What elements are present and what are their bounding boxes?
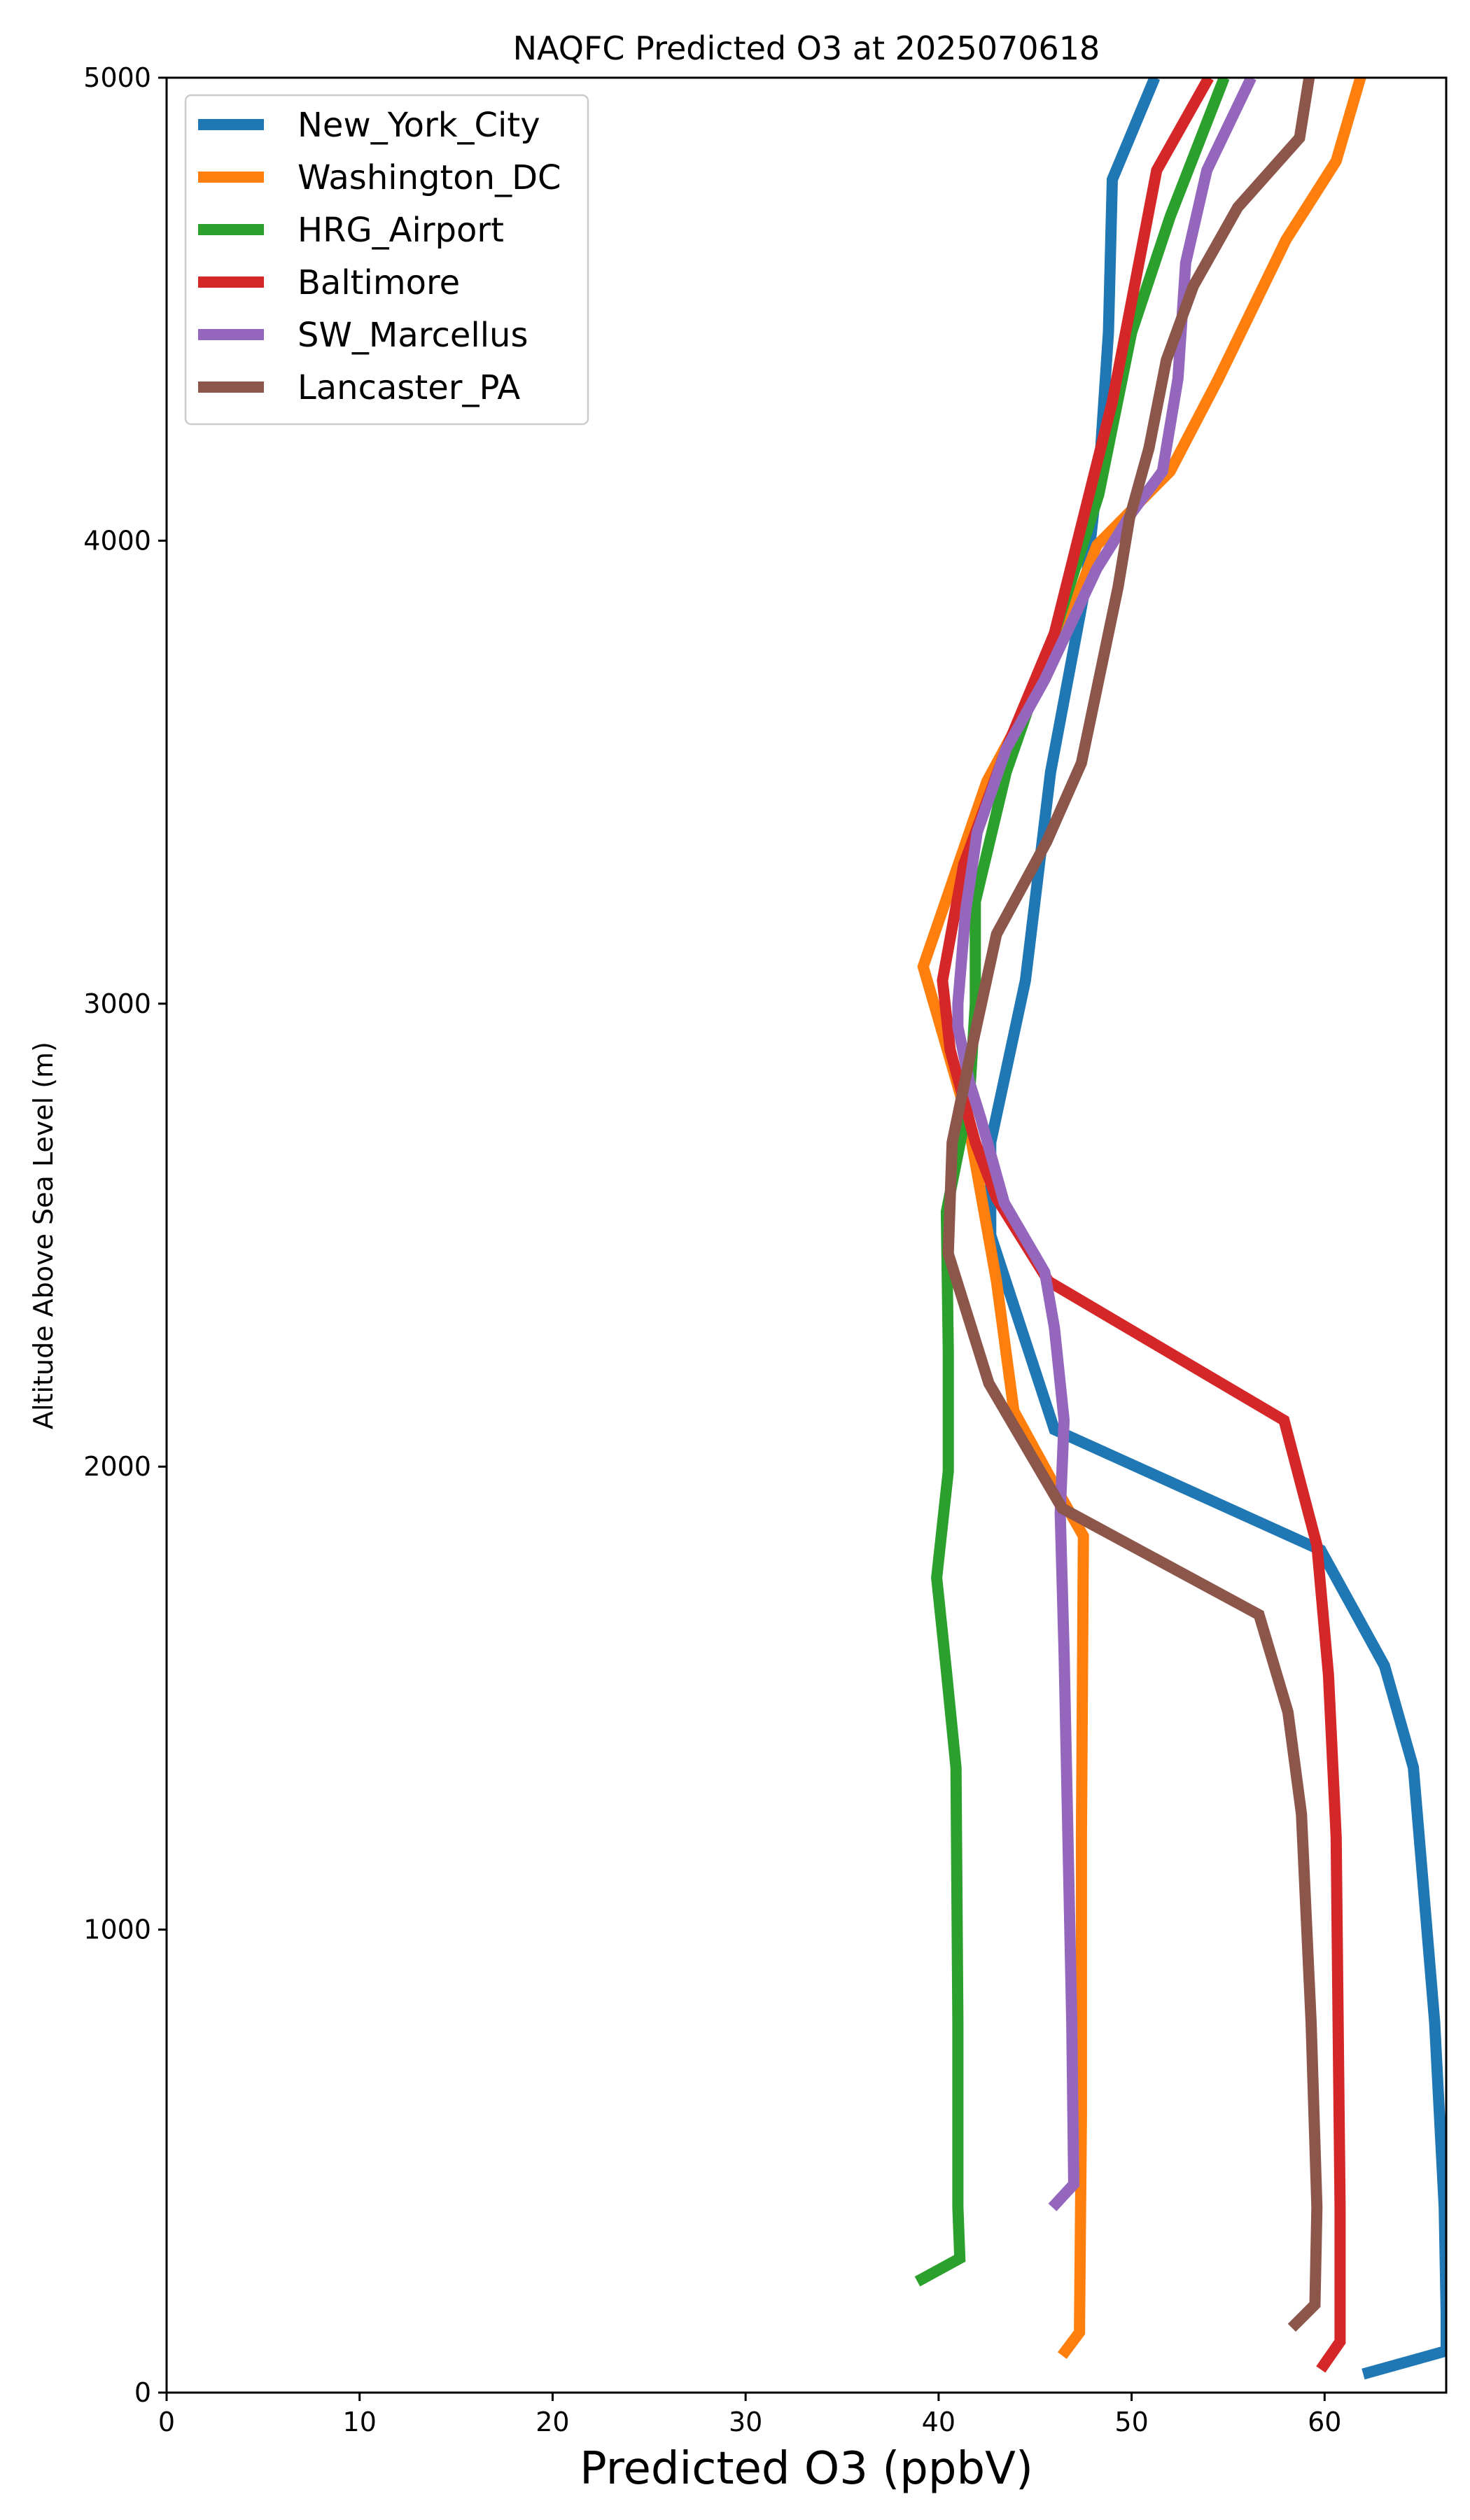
plot-lines xyxy=(914,78,1446,2380)
x-axis-ticks: 0 10 20 30 40 50 60 xyxy=(158,2393,1341,2437)
y-axis-ticks: 0 1000 2000 3000 4000 5000 xyxy=(83,62,167,2408)
y-tick-label: 0 xyxy=(134,2377,151,2408)
legend-label: Baltimore xyxy=(298,263,460,302)
plot-frame xyxy=(165,76,1448,2394)
x-tick-label: 30 xyxy=(729,2407,762,2437)
x-tick-label: 50 xyxy=(1114,2407,1148,2437)
legend-label: New_York_City xyxy=(298,106,540,145)
legend-label: Lancaster_PA xyxy=(298,368,520,407)
legend-label: HRG_Airport xyxy=(298,211,504,250)
y-tick-label: 4000 xyxy=(83,525,151,556)
chart-title: NAQFC Predicted O3 at 2025070618 xyxy=(513,29,1100,67)
y-tick-label: 3000 xyxy=(83,988,151,1019)
y-tick-label: 2000 xyxy=(83,1451,151,1482)
legend-box xyxy=(184,94,589,426)
x-tick-label: 40 xyxy=(922,2407,955,2437)
x-tick-label: 60 xyxy=(1308,2407,1341,2437)
series-line-lancaster-pa xyxy=(942,78,1323,2332)
x-tick-label: 20 xyxy=(536,2407,569,2437)
y-axis-label: Altitude Above Sea Level (m) xyxy=(28,1042,59,1429)
series-line-baltimore xyxy=(937,78,1346,2373)
legend-label: Washington_DC xyxy=(298,158,561,197)
x-tick-label: 10 xyxy=(343,2407,377,2437)
y-tick-label: 5000 xyxy=(83,62,151,93)
x-axis-label: Predicted O3 (ppbV) xyxy=(580,2443,1033,2495)
y-tick-label: 1000 xyxy=(83,1914,151,1945)
series-line-sw-marcellus xyxy=(952,78,1256,2211)
legend: New_York_City Washington_DC HRG_Airport Bal… xyxy=(184,94,589,426)
legend-label: SW_Marcellus xyxy=(298,316,528,355)
x-tick-label: 0 xyxy=(158,2407,175,2437)
